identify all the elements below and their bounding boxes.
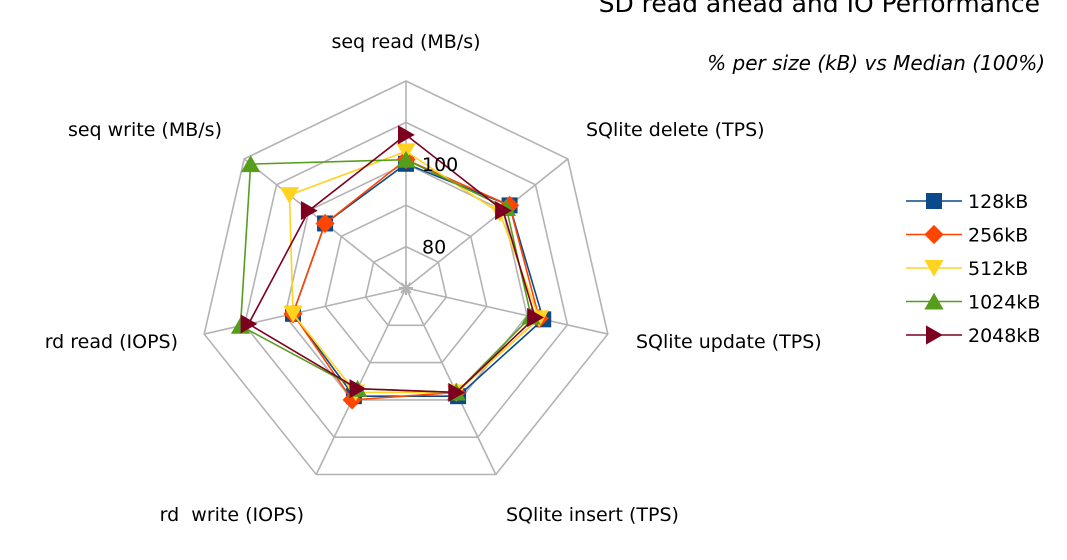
axis-label-seq-write: seq write (MB/s) — [68, 119, 222, 141]
data-point — [495, 200, 512, 221]
legend-label: 1024kB — [968, 292, 1040, 314]
legend-item: 1024kB — [906, 292, 1040, 314]
data-point — [924, 260, 944, 277]
grid-spoke — [405, 158, 569, 289]
grid-ring — [324, 204, 488, 364]
grid-spoke — [405, 287, 497, 475]
chart-subtitle: % per size (kB) vs Median (100%) — [707, 51, 1045, 75]
data-point — [283, 305, 303, 323]
grid-spoke — [405, 287, 608, 335]
chart-title: SD read ahead and IO Performance — [599, 0, 1040, 18]
series-line — [247, 133, 537, 394]
axis-label-sqlite-update: SQlite update (TPS) — [636, 331, 822, 353]
axis-label-seq-read: seq read (MB/s) — [331, 31, 480, 53]
axis-label-sqlite-delete: SQlite delete (TPS) — [586, 119, 765, 141]
data-point — [926, 193, 942, 209]
series-2048kB — [240, 125, 544, 403]
data-point — [926, 325, 943, 345]
grid-ring — [284, 162, 528, 401]
radar-series — [230, 125, 552, 410]
grid-ring — [203, 80, 609, 476]
legend-label: 256kB — [968, 225, 1028, 247]
data-point — [349, 379, 367, 399]
data-point — [315, 213, 335, 234]
axis-label-rd-read: rd read (IOPS) — [45, 331, 178, 353]
series-line — [288, 150, 541, 394]
data-point — [240, 314, 258, 334]
tick-label: 80 — [422, 237, 446, 259]
legend-item: 2048kB — [906, 325, 1040, 347]
grid-ring — [364, 245, 448, 327]
legend-item: 512kB — [906, 258, 1028, 280]
legend-label: 128kB — [968, 191, 1028, 213]
legend-item: 256kB — [906, 225, 1028, 247]
legend: 128kB 256kB 512kB 1024kB 2048kB — [906, 191, 1040, 347]
data-point — [448, 382, 466, 403]
data-point — [396, 150, 416, 168]
axis-label-rd-write: rd write (IOPS) — [160, 504, 304, 526]
data-point — [241, 155, 261, 173]
data-point — [300, 200, 318, 221]
data-point — [398, 125, 415, 145]
legend-label: 512kB — [968, 258, 1028, 280]
data-point — [527, 307, 544, 328]
series-line — [292, 158, 541, 401]
data-point — [279, 187, 300, 204]
legend-label: 2048kB — [968, 325, 1040, 347]
tick-label: 100 — [422, 154, 458, 176]
legend-item: 128kB — [906, 191, 1028, 213]
grid-ring — [243, 121, 569, 439]
grid-spoke — [315, 287, 407, 475]
series-line — [239, 158, 532, 394]
data-point — [924, 292, 944, 310]
axis-label-sqlite-insert: SQlite insert (TPS) — [506, 504, 679, 526]
radar-tick-labels: 80 100 — [422, 154, 458, 259]
radar-grid — [203, 80, 609, 476]
data-point — [924, 224, 944, 245]
center-mark — [400, 282, 412, 294]
